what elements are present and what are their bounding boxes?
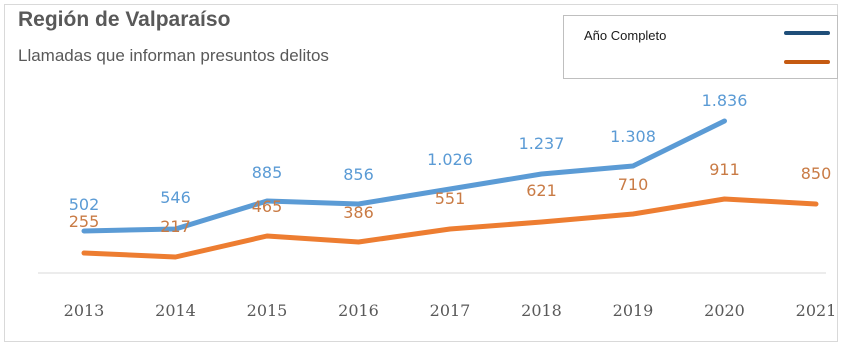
data-label-s0-2014: 546 (160, 188, 191, 207)
x-tick-label-2016: 2016 (338, 301, 379, 320)
data-label-s1-2021: 850 (801, 164, 832, 183)
series-line-1 (81, 196, 819, 260)
data-label-s0-2018: 1.237 (519, 134, 565, 153)
data-label-s0-2013: 502 (69, 195, 100, 214)
data-label-s1-2020: 911 (709, 160, 740, 179)
x-tick-label-2017: 2017 (430, 301, 471, 320)
series-line-0 (81, 118, 727, 234)
x-tick-label-2013: 2013 (64, 301, 105, 320)
x-tick-label-2019: 2019 (613, 301, 654, 320)
x-tick-label-2014: 2014 (155, 301, 196, 320)
data-label-s1-2015: 465 (252, 197, 283, 216)
data-label-s1-2013: 255 (69, 212, 100, 231)
data-label-s1-2017: 551 (435, 189, 466, 208)
legend-label-ano-completo: Año Completo (584, 28, 667, 43)
x-tick-label-2018: 2018 (521, 301, 562, 320)
legend-swatch-blue (784, 31, 830, 35)
data-label-s0-2015: 885 (252, 163, 283, 182)
chart-title: Región de Valparaíso (18, 8, 231, 31)
data-label-s0-2016: 856 (343, 165, 374, 184)
data-label-s1-2014: 217 (160, 217, 191, 236)
legend-swatch-orange (784, 60, 830, 64)
x-tick-label-2021: 2021 (796, 301, 837, 320)
data-label-s1-2018: 621 (526, 181, 557, 200)
data-label-s0-2019: 1.308 (610, 127, 656, 146)
x-tick-label-2020: 2020 (704, 301, 745, 320)
legend: Año Completo (563, 15, 838, 79)
data-label-s0-2017: 1.026 (427, 150, 473, 169)
data-label-s0-2020: 1.836 (702, 91, 748, 110)
data-label-s1-2016: 386 (343, 203, 374, 222)
data-label-s1-2019: 710 (618, 175, 649, 194)
chart-subtitle: Llamadas que informan presuntos delitos (18, 46, 329, 65)
x-tick-label-2015: 2015 (247, 301, 288, 320)
